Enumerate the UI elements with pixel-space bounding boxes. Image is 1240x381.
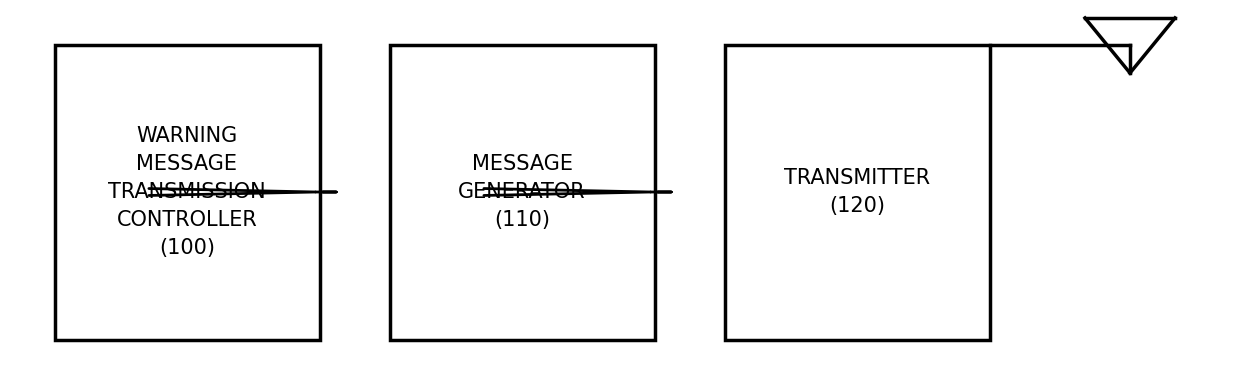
Text: WARNING
MESSAGE
TRANSMISSION
CONTROLLER
(100): WARNING MESSAGE TRANSMISSION CONTROLLER … bbox=[108, 126, 265, 258]
Text: MESSAGE
GENERATOR
(110): MESSAGE GENERATOR (110) bbox=[459, 154, 585, 230]
Bar bbox=[725, 45, 990, 340]
Bar bbox=[391, 45, 655, 340]
Text: TRANSMITTER
(120): TRANSMITTER (120) bbox=[784, 168, 930, 216]
Bar bbox=[55, 45, 320, 340]
